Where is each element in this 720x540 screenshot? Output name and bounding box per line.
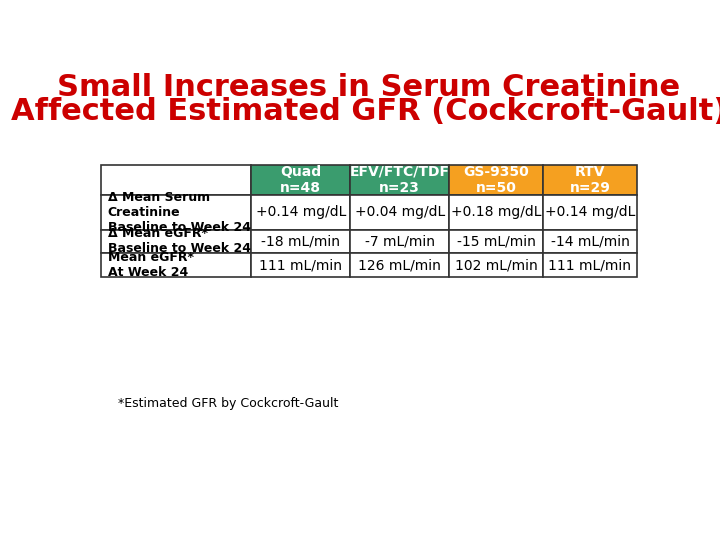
Bar [251, 165, 350, 195]
Bar [350, 230, 449, 253]
Text: -14 mL/min: -14 mL/min [551, 234, 629, 248]
Bar [543, 253, 636, 277]
Text: -18 mL/min: -18 mL/min [261, 234, 341, 248]
Text: 111 mL/min: 111 mL/min [549, 258, 631, 272]
Bar [350, 195, 449, 230]
Bar [543, 165, 636, 195]
Text: +0.04 mg/dL: +0.04 mg/dL [355, 205, 445, 219]
Text: 126 mL/min: 126 mL/min [359, 258, 441, 272]
Text: GS-9350
n=50: GS-9350 n=50 [464, 165, 529, 195]
Bar [449, 165, 543, 195]
Text: Quad
n=48: Quad n=48 [280, 165, 321, 195]
Bar [543, 230, 636, 253]
Bar [251, 253, 350, 277]
Bar [449, 253, 543, 277]
Text: -7 mL/min: -7 mL/min [365, 234, 435, 248]
Text: +0.18 mg/dL: +0.18 mg/dL [451, 205, 541, 219]
Bar [449, 195, 543, 230]
Bar [101, 230, 251, 253]
Text: Δ Mean Serum
Creatinine
Baseline to Week 24: Δ Mean Serum Creatinine Baseline to Week… [108, 191, 251, 234]
Text: Δ Mean eGFR*
Baseline to Week 24: Δ Mean eGFR* Baseline to Week 24 [108, 227, 251, 255]
Text: *Estimated GFR by Cockcroft-Gault: *Estimated GFR by Cockcroft-Gault [118, 397, 338, 410]
Text: Mean eGFR*
At Week 24: Mean eGFR* At Week 24 [108, 251, 194, 279]
Text: Affected Estimated GFR (Cockcroft-Gault): Affected Estimated GFR (Cockcroft-Gault) [11, 97, 720, 126]
Bar [101, 165, 251, 195]
Text: EFV/FTC/TDF
n=23: EFV/FTC/TDF n=23 [350, 165, 450, 195]
Text: 102 mL/min: 102 mL/min [455, 258, 538, 272]
Text: UPDATE. 17 th CONFERENCE ON RETROVIRUSES AND OPPORTUNISTIC INFECTIONS: UPDATE. 17 th CONFERENCE ON RETROVIRUSES… [120, 520, 600, 530]
Text: +0.14 mg/dL: +0.14 mg/dL [256, 205, 346, 219]
Bar [350, 253, 449, 277]
Text: Small Increases in Serum Creatinine: Small Increases in Serum Creatinine [58, 73, 680, 102]
Bar [449, 230, 543, 253]
Bar [543, 195, 636, 230]
Text: +0.14 mg/dL: +0.14 mg/dL [545, 205, 635, 219]
Text: 111 mL/min: 111 mL/min [259, 258, 342, 272]
Text: -15 mL/min: -15 mL/min [456, 234, 536, 248]
Bar [251, 230, 350, 253]
Bar [251, 195, 350, 230]
Text: RTV
n=29: RTV n=29 [570, 165, 611, 195]
Bar [101, 253, 251, 277]
Bar [101, 195, 251, 230]
Bar [350, 165, 449, 195]
